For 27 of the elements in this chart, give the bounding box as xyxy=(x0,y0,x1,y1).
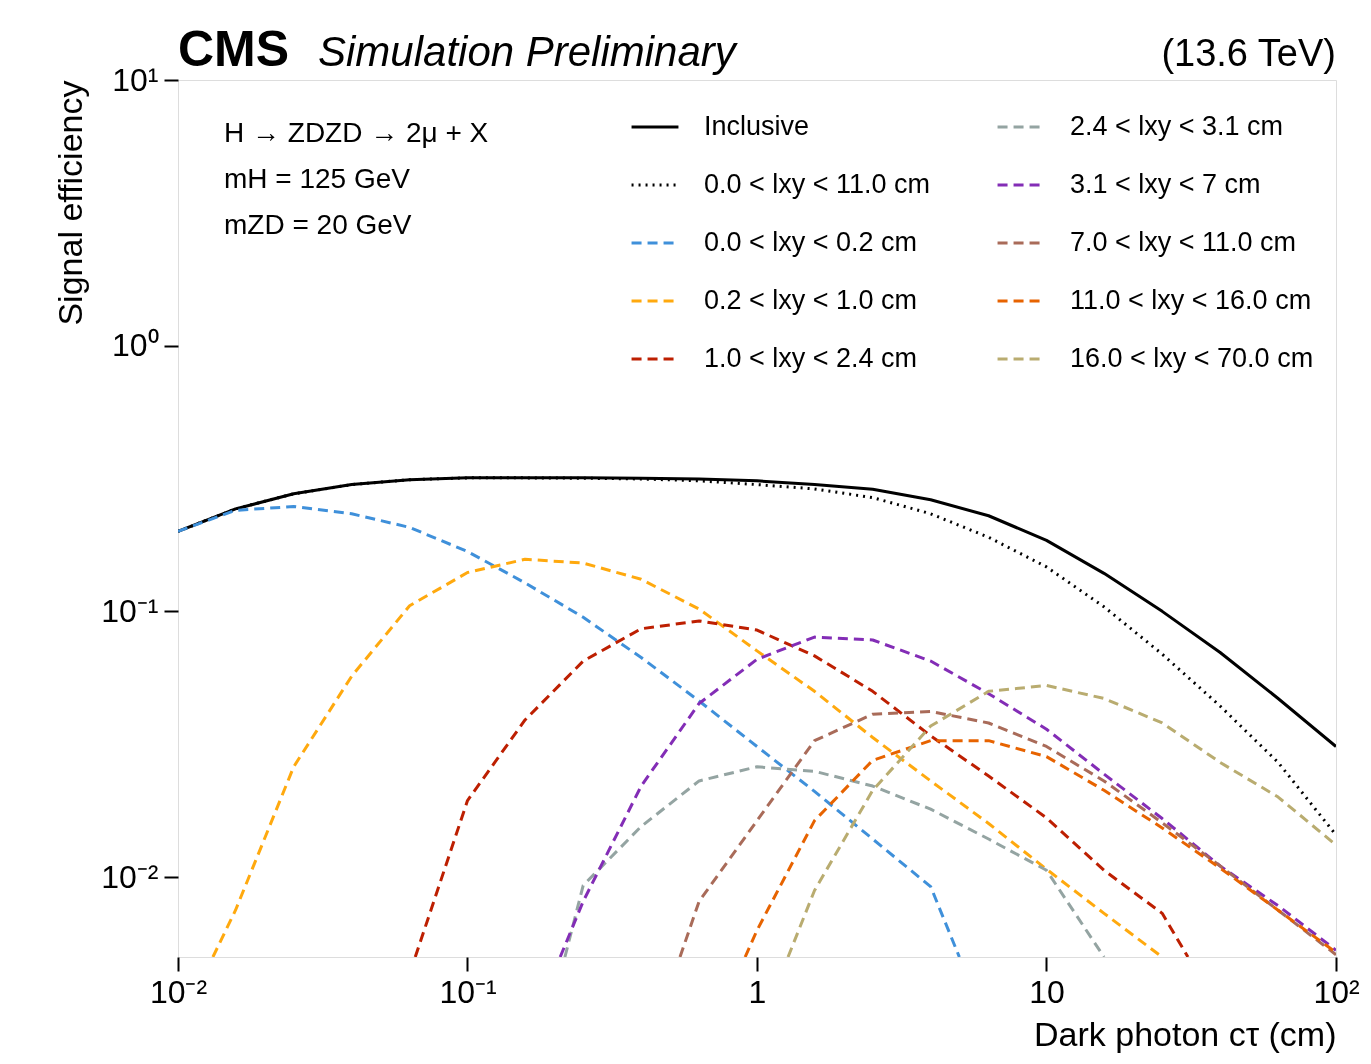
legend-label: 3.1 < lxy < 7 cm xyxy=(1070,169,1261,199)
x-tick-label: 10² xyxy=(1313,973,1360,1010)
legend-label: 1.0 < lxy < 2.4 cm xyxy=(704,343,918,373)
y-tick-label: 10¹ xyxy=(112,61,159,98)
x-tick-label: 1 xyxy=(748,973,767,1010)
x-tick-label: 10⁻² xyxy=(149,973,208,1010)
y-tick-label: 10⁰ xyxy=(111,327,159,364)
annotation: mZD = 20 GeV xyxy=(224,209,412,240)
x-tick-label: 10⁻¹ xyxy=(439,973,497,1010)
y-axis-title: Signal efficiency xyxy=(51,80,90,326)
annotation: mH = 125 GeV xyxy=(224,163,411,194)
y-tick-label: 10⁻¹ xyxy=(101,592,159,629)
x-tick-label: 10 xyxy=(1029,973,1065,1010)
chart-title: CMS xyxy=(178,21,290,77)
chart-subtitle: Simulation Preliminary xyxy=(318,28,739,75)
text: (13.6 TeV) xyxy=(1161,32,1336,74)
legend-label: 0.0 < lxy < 11.0 cm xyxy=(704,169,931,199)
legend-label: 2.4 < lxy < 3.1 cm xyxy=(1070,111,1284,141)
annotation: H → ZDZD → 2μ + X xyxy=(224,117,489,148)
legend-label: Inclusive xyxy=(704,111,810,141)
legend-label: 0.0 < lxy < 0.2 cm xyxy=(704,227,918,257)
y-tick-label: 10⁻² xyxy=(101,858,159,895)
legend-label: 0.2 < lxy < 1.0 cm xyxy=(704,285,918,315)
legend-label: 7.0 < lxy < 11.0 cm xyxy=(1070,227,1297,257)
legend-label: 11.0 < lxy < 16.0 cm xyxy=(1070,285,1312,315)
legend-label: 16.0 < lxy < 70.0 cm xyxy=(1070,343,1314,373)
x-axis-title: Dark photon cτ (cm) xyxy=(1033,1014,1337,1053)
